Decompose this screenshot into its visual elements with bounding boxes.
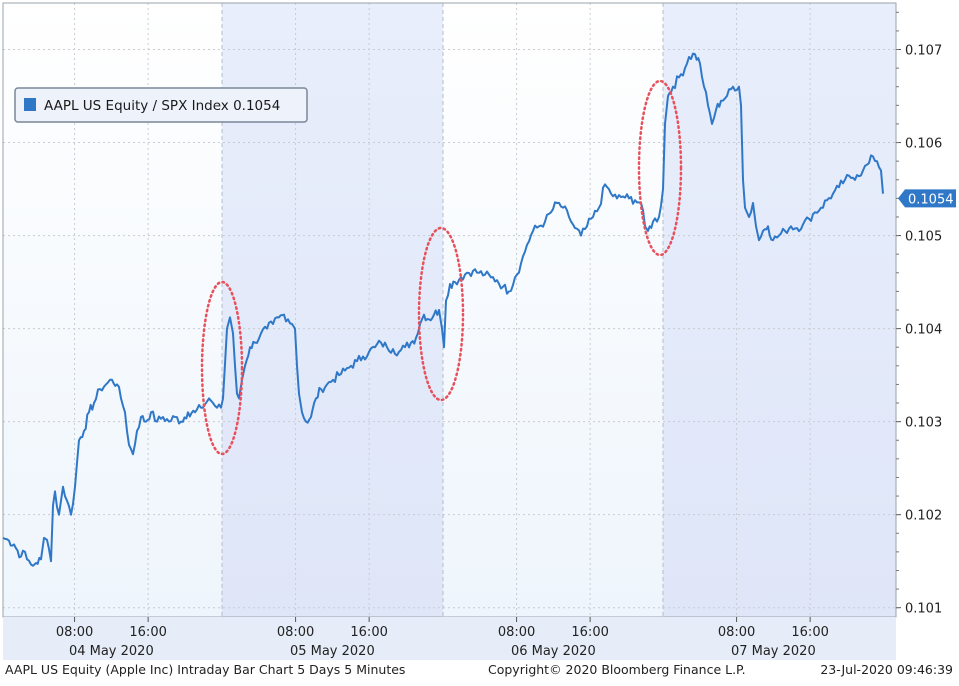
x-time-label: 08:00 — [56, 625, 93, 640]
footer-timestamp: 23-Jul-2020 09:46:39 — [820, 662, 953, 677]
series-line-aapl-spx-ratio — [2, 52, 884, 567]
x-time-label: 16:00 — [350, 625, 387, 640]
y-tick-label: 0.106 — [905, 137, 942, 152]
last-value-badge — [898, 189, 956, 208]
legend-box — [14, 87, 308, 123]
legend: AAPL US Equity / SPX Index 0.1054 — [14, 87, 308, 123]
day-band-3 — [443, 3, 663, 617]
x-axis: 08:00 16:00 04 May 2020 08:00 16:00 05 May 20… — [3, 617, 896, 660]
x-day-label: 06 May 2020 — [511, 644, 596, 659]
footer: AAPL US Equity (Apple Inc) Intraday Bar … — [0, 660, 959, 682]
x-time-label: 08:00 — [498, 625, 535, 640]
footer-chart-description: AAPL US Equity (Apple Inc) Intraday Bar … — [5, 662, 405, 677]
y-tick-label: 0.104 — [905, 323, 942, 338]
series-layer — [2, 52, 884, 567]
x-day-label: 05 May 2020 — [290, 644, 375, 659]
x-time-label: 16:00 — [571, 625, 608, 640]
x-time-label: 16:00 — [129, 625, 166, 640]
y-tick-label: 0.103 — [905, 416, 942, 431]
footer-copyright: Copyright© 2020 Bloomberg Finance L.P. — [488, 662, 746, 677]
x-day-label: 04 May 2020 — [69, 644, 154, 659]
annotation-ellipse-1 — [200, 280, 244, 456]
annotation-ellipse-3 — [637, 79, 683, 257]
x-time-label: 16:00 — [791, 625, 828, 640]
footer-band — [0, 660, 959, 682]
x-axis-band — [3, 617, 896, 660]
y-axis: 0.101 0.102 0.103 0.104 0.105 0.106 0.107 0.105… — [896, 11, 956, 617]
legend-label: AAPL US Equity / SPX Index 0.1054 — [44, 98, 280, 114]
x-time-label: 08:00 — [718, 625, 755, 640]
annotation-ellipse-2 — [417, 226, 465, 402]
y-tick-label: 0.102 — [905, 509, 942, 524]
legend-swatch — [24, 98, 36, 111]
day-band-4 — [663, 3, 896, 617]
x-day-label: 07 May 2020 — [731, 644, 816, 659]
x-time-label: 08:00 — [277, 625, 314, 640]
y-tick-label: 0.107 — [905, 44, 942, 59]
annotations — [200, 79, 683, 456]
y-tick-label: 0.101 — [905, 602, 942, 617]
y-tick-label: 0.105 — [905, 230, 942, 245]
last-value-label: 0.1054 — [908, 192, 954, 207]
